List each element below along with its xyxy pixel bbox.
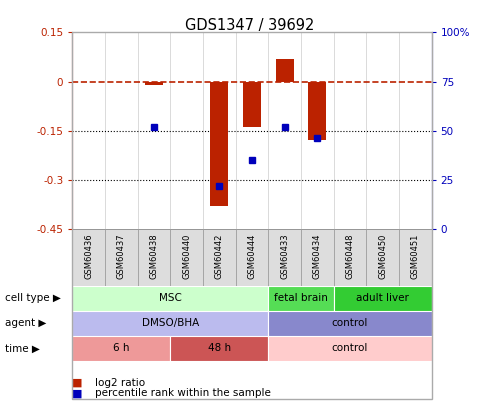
FancyBboxPatch shape (399, 229, 432, 286)
Text: GSM60451: GSM60451 (411, 233, 420, 279)
Text: control: control (332, 343, 368, 353)
Text: 6 h: 6 h (113, 343, 130, 353)
FancyBboxPatch shape (236, 229, 268, 286)
FancyBboxPatch shape (334, 286, 432, 311)
FancyBboxPatch shape (170, 229, 203, 286)
Text: MSC: MSC (159, 293, 182, 303)
Text: percentile rank within the sample: percentile rank within the sample (95, 388, 270, 398)
Text: agent ▶: agent ▶ (5, 318, 46, 328)
Text: GSM60433: GSM60433 (280, 233, 289, 279)
FancyBboxPatch shape (105, 229, 138, 286)
FancyBboxPatch shape (138, 229, 170, 286)
Text: GSM60436: GSM60436 (84, 233, 93, 279)
Text: GDS1347 / 39692: GDS1347 / 39692 (185, 18, 314, 33)
FancyBboxPatch shape (268, 336, 432, 361)
Text: ■: ■ (72, 388, 83, 398)
FancyBboxPatch shape (72, 336, 170, 361)
Text: GSM60440: GSM60440 (182, 233, 191, 279)
Text: control: control (332, 318, 368, 328)
Text: log2 ratio: log2 ratio (95, 378, 145, 388)
Text: ■: ■ (72, 378, 83, 388)
Text: 48 h: 48 h (208, 343, 231, 353)
FancyBboxPatch shape (268, 229, 301, 286)
Text: GSM60442: GSM60442 (215, 233, 224, 279)
Text: GSM60444: GSM60444 (248, 233, 256, 279)
Text: time ▶: time ▶ (5, 343, 40, 353)
FancyBboxPatch shape (366, 229, 399, 286)
FancyBboxPatch shape (72, 229, 105, 286)
Text: GSM60434: GSM60434 (313, 233, 322, 279)
FancyBboxPatch shape (301, 229, 334, 286)
Bar (308, 81, 326, 141)
Text: GSM60450: GSM60450 (378, 233, 387, 279)
Text: GSM60448: GSM60448 (345, 233, 354, 279)
FancyBboxPatch shape (268, 286, 334, 311)
Bar (243, 81, 261, 127)
Text: GSM60438: GSM60438 (150, 233, 159, 279)
FancyBboxPatch shape (334, 229, 366, 286)
Text: DMSO/BHA: DMSO/BHA (142, 318, 199, 328)
Text: cell type ▶: cell type ▶ (5, 293, 61, 303)
Bar (145, 81, 163, 85)
Text: GSM60437: GSM60437 (117, 233, 126, 279)
FancyBboxPatch shape (203, 229, 236, 286)
FancyBboxPatch shape (170, 336, 268, 361)
FancyBboxPatch shape (268, 311, 432, 336)
Bar (211, 81, 229, 206)
Bar (275, 59, 293, 81)
FancyBboxPatch shape (72, 311, 268, 336)
Text: fetal brain: fetal brain (274, 293, 328, 303)
Text: adult liver: adult liver (356, 293, 409, 303)
FancyBboxPatch shape (72, 286, 268, 311)
